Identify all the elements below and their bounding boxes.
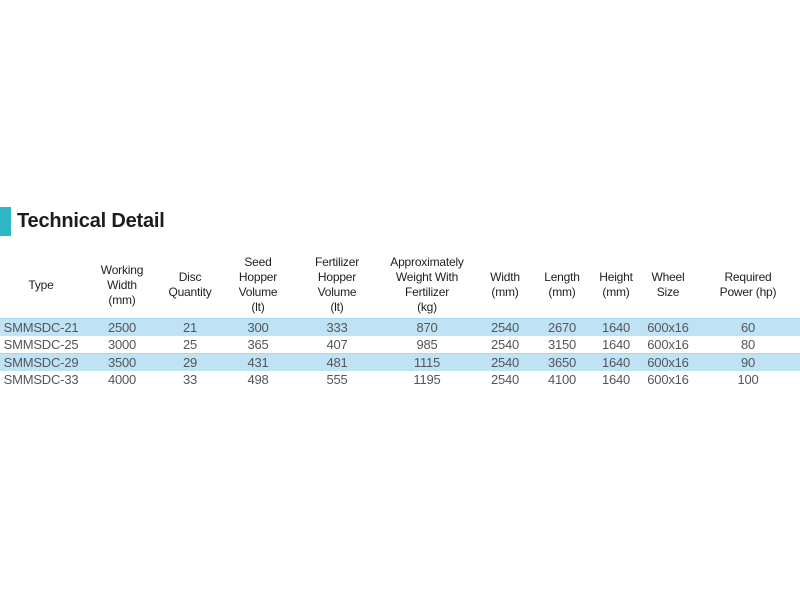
table-row-SMMSDC-21: SMMSDC-21 2500 21 300 333 870 2540 2670 1640 600x… <box>0 318 800 336</box>
table-body: SMMSDC-21 2500 21 300 333 870 2540 2670 1640 600x… <box>0 318 800 389</box>
column-header-9: Wheel Size <box>651 270 685 299</box>
table-cell: 1195 <box>413 372 441 387</box>
table-cell: 407 <box>326 337 348 352</box>
table-cell: 29 <box>162 353 218 371</box>
table-cell: 1640 <box>592 353 640 371</box>
table-cell: 1640 <box>601 337 631 352</box>
table-cell: SMMSDC-33 <box>3 372 79 387</box>
table-cell: 2670 <box>532 318 592 336</box>
table-cell: SMMSDC-21 <box>0 318 82 336</box>
table-cell: 33 <box>182 372 198 387</box>
table-cell: 300 <box>218 318 298 336</box>
table-cell: 555 <box>326 372 348 387</box>
table-cell: 600x16 <box>640 353 696 371</box>
table-cell: 4000 <box>107 372 137 387</box>
table-cell: 498 <box>247 372 269 387</box>
table-cell: 431 <box>218 353 298 371</box>
column-header-7: Length (mm) <box>544 270 580 299</box>
column-header-4: Fertilizer Hopper Volume (lt) <box>314 255 359 314</box>
table-cell: 3650 <box>532 353 592 371</box>
table-cell: 3000 <box>107 337 137 352</box>
page-title: Technical Detail <box>17 210 165 232</box>
table-cell: 365 <box>247 337 269 352</box>
table-cell: 481 <box>298 353 376 371</box>
table-row-SMMSDC-25: SMMSDC-25 3000 25 365 407 985 2540 3150 1640 600x… <box>0 336 800 354</box>
column-header-2: Disc Quantity <box>168 270 212 299</box>
table-cell: 1640 <box>601 372 631 387</box>
table-cell: 600x16 <box>647 372 689 387</box>
column-header-6: Width (mm) <box>490 270 520 299</box>
table-cell: 2540 <box>490 372 520 387</box>
table-cell: 4100 <box>547 372 577 387</box>
table-cell: 600x16 <box>647 337 689 352</box>
table-cell: 21 <box>162 318 218 336</box>
table-cell: 1640 <box>592 318 640 336</box>
table-cell: SMMSDC-29 <box>0 353 82 371</box>
table-cell: 600x16 <box>640 318 696 336</box>
table-row-SMMSDC-33: SMMSDC-33 4000 33 498 555 1195 2540 4100 1640 600… <box>0 371 800 388</box>
column-header-1: Working Width (mm) <box>100 262 144 307</box>
table-cell: 2500 <box>82 318 162 336</box>
table-cell: 80 <box>740 337 756 352</box>
table-cell: 3500 <box>82 353 162 371</box>
accent-bar <box>0 207 11 236</box>
table-cell: 25 <box>182 337 198 352</box>
table-cell: SMMSDC-25 <box>3 337 79 352</box>
table-cell: 2540 <box>478 318 532 336</box>
table-row-SMMSDC-29: SMMSDC-29 3500 29 431 481 1115 2540 3650 1640 600… <box>0 353 800 371</box>
technical-detail-table: Type Working Width (mm) Disc Quantity Seed … <box>0 252 800 388</box>
table-cell: 3150 <box>547 337 577 352</box>
table-cell: 60 <box>696 318 800 336</box>
table-cell: 985 <box>416 337 438 352</box>
column-header-10: Required Power (hp) <box>719 270 777 299</box>
column-header-0: Type <box>28 277 54 292</box>
table-cell: 100 <box>737 372 759 387</box>
table-cell: 2540 <box>478 353 532 371</box>
column-header-3: Seed Hopper Volume (lt) <box>238 255 278 314</box>
table-cell: 333 <box>298 318 376 336</box>
section-heading: Technical Detail <box>0 207 165 236</box>
table-header-row: Type Working Width (mm) Disc Quantity Seed … <box>0 252 800 319</box>
table-cell: 90 <box>696 353 800 371</box>
column-header-5: Approximately Weight With Fertilizer (kg… <box>390 255 464 314</box>
table-cell: 1115 <box>376 353 478 371</box>
table-cell: 870 <box>376 318 478 336</box>
column-header-8: Height (mm) <box>599 270 633 299</box>
table-cell: 2540 <box>490 337 520 352</box>
